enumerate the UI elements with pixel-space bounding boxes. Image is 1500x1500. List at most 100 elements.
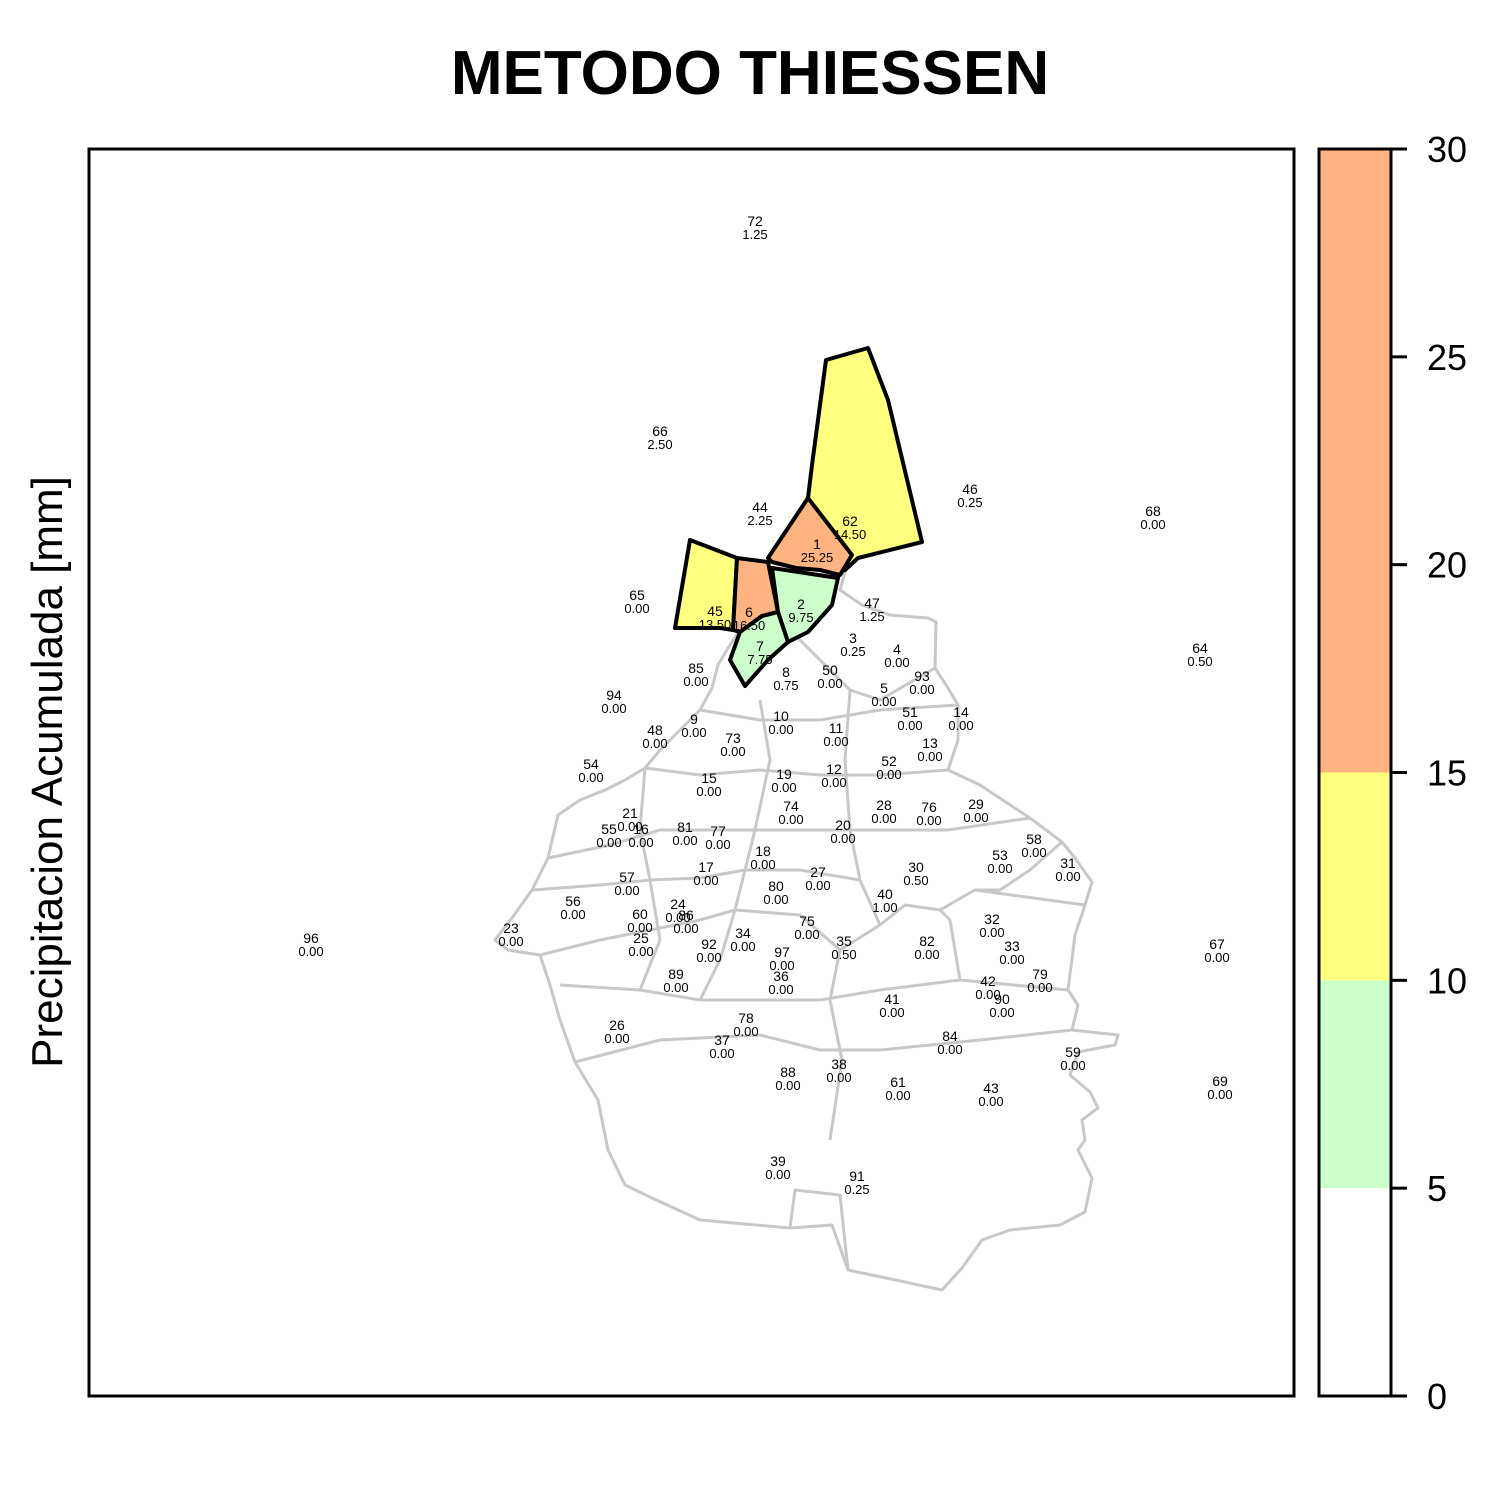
station-value-label: 0.00 xyxy=(624,601,649,616)
station-value-label: 0.00 xyxy=(1027,980,1052,995)
internal-boundary xyxy=(559,978,1069,1002)
station-10: 100.00 xyxy=(768,708,793,737)
station-value-label: 0.00 xyxy=(879,1005,904,1020)
station-42: 420.00 xyxy=(975,973,1000,1002)
station-id-label: 58 xyxy=(1026,831,1042,847)
station-54: 540.00 xyxy=(578,756,603,785)
station-value-label: 0.00 xyxy=(871,811,896,826)
station-id-label: 47 xyxy=(864,595,880,611)
station-value-label: 0.00 xyxy=(769,958,794,973)
station-value-label: 0.00 xyxy=(765,1167,790,1182)
station-id-label: 3 xyxy=(849,630,857,646)
station-value-label: 0.00 xyxy=(578,770,603,785)
station-value-label: 0.50 xyxy=(831,947,856,962)
station-id-label: 8 xyxy=(782,664,790,680)
internal-boundary xyxy=(788,1188,850,1271)
station-value-label: 0.25 xyxy=(957,495,982,510)
station-97: 970.00 xyxy=(769,944,794,973)
station-value-label: 0.00 xyxy=(823,734,848,749)
station-90: 900.00 xyxy=(989,991,1014,1020)
station-value-label: 0.25 xyxy=(840,644,865,659)
thiessen-polygons xyxy=(673,346,924,688)
station-55: 550.00 xyxy=(596,821,621,850)
station-id-label: 48 xyxy=(647,722,663,738)
chart-title: METODO THIESSEN xyxy=(450,39,1050,108)
station-65: 650.00 xyxy=(624,587,649,616)
legend-tick-label: 25 xyxy=(1427,337,1467,378)
legend-band xyxy=(1319,980,1391,1189)
station-id-label: 18 xyxy=(755,843,771,859)
station-id-label: 32 xyxy=(984,911,1000,927)
station-16: 160.00 xyxy=(628,821,653,850)
station-id-label: 21 xyxy=(622,805,638,821)
station-value-label: 0.00 xyxy=(916,813,941,828)
station-15: 150.00 xyxy=(696,770,721,799)
station-79: 790.00 xyxy=(1027,966,1052,995)
internal-boundary xyxy=(539,908,841,957)
station-72: 721.25 xyxy=(742,213,767,242)
station-id-label: 52 xyxy=(881,753,897,769)
internal-boundary xyxy=(938,908,962,981)
station-id-label: 81 xyxy=(677,819,693,835)
station-value-label: 0.00 xyxy=(771,780,796,795)
station-value-label: 0.00 xyxy=(601,701,626,716)
station-value-label: 9.75 xyxy=(788,610,813,625)
station-value-label: 0.00 xyxy=(948,718,973,733)
polygon-station-1 xyxy=(766,496,854,577)
legend-band xyxy=(1319,149,1391,773)
station-66: 662.50 xyxy=(647,423,672,452)
station-value-label: 0.00 xyxy=(642,736,667,751)
station-value-label: 1.00 xyxy=(872,900,897,915)
station-value-label: 0.00 xyxy=(987,861,1012,876)
station-id-label: 40 xyxy=(877,886,893,902)
station-2: 29.75 xyxy=(788,596,813,625)
internal-boundary xyxy=(574,1028,1073,1064)
station-31: 310.00 xyxy=(1055,855,1080,884)
station-value-label: 0.00 xyxy=(830,831,855,846)
station-id-label: 60 xyxy=(632,906,648,922)
legend-tick-label: 15 xyxy=(1427,753,1467,794)
station-value-label: 2.50 xyxy=(647,437,672,452)
station-id-label: 90 xyxy=(994,991,1010,1007)
station-id-label: 54 xyxy=(583,756,599,772)
station-89: 890.00 xyxy=(663,966,688,995)
station-id-label: 82 xyxy=(919,933,935,949)
station-id-label: 96 xyxy=(303,930,319,946)
station-value-label: 2.25 xyxy=(747,513,772,528)
station-59: 590.00 xyxy=(1060,1044,1085,1073)
station-id-label: 2 xyxy=(797,596,805,612)
polygon-station-62 xyxy=(806,346,924,572)
station-33: 330.00 xyxy=(999,938,1024,967)
internal-boundary xyxy=(531,868,861,892)
station-50: 500.00 xyxy=(817,662,842,691)
station-id-label: 13 xyxy=(922,735,938,751)
station-id-label: 61 xyxy=(890,1074,906,1090)
station-80: 800.00 xyxy=(763,878,788,907)
station-value-label: 0.75 xyxy=(773,678,798,693)
station-id-label: 39 xyxy=(770,1153,786,1169)
station-value-label: 14.50 xyxy=(834,527,867,542)
station-74: 740.00 xyxy=(778,798,803,827)
station-id-label: 12 xyxy=(826,761,842,777)
internal-boundary xyxy=(644,766,949,777)
station-value-label: 0.00 xyxy=(914,947,939,962)
station-id-label: 91 xyxy=(849,1168,865,1184)
station-57: 570.00 xyxy=(614,869,639,898)
station-46: 460.25 xyxy=(957,481,982,510)
station-value-label: 0.00 xyxy=(1204,950,1229,965)
station-52: 520.00 xyxy=(876,753,901,782)
station-value-label: 0.00 xyxy=(617,819,642,834)
station-id-label: 86 xyxy=(678,907,694,923)
map-frame xyxy=(87,147,1296,1398)
station-id-label: 56 xyxy=(565,893,581,909)
station-id-label: 29 xyxy=(968,796,984,812)
station-id-label: 17 xyxy=(698,859,714,875)
station-value-label: 1.25 xyxy=(742,227,767,242)
station-75: 750.00 xyxy=(794,913,819,942)
station-id-label: 30 xyxy=(908,859,924,875)
station-id-label: 6 xyxy=(745,604,753,620)
station-value-label: 0.00 xyxy=(498,934,523,949)
station-58: 580.00 xyxy=(1021,831,1046,860)
station-id-label: 76 xyxy=(921,799,937,815)
